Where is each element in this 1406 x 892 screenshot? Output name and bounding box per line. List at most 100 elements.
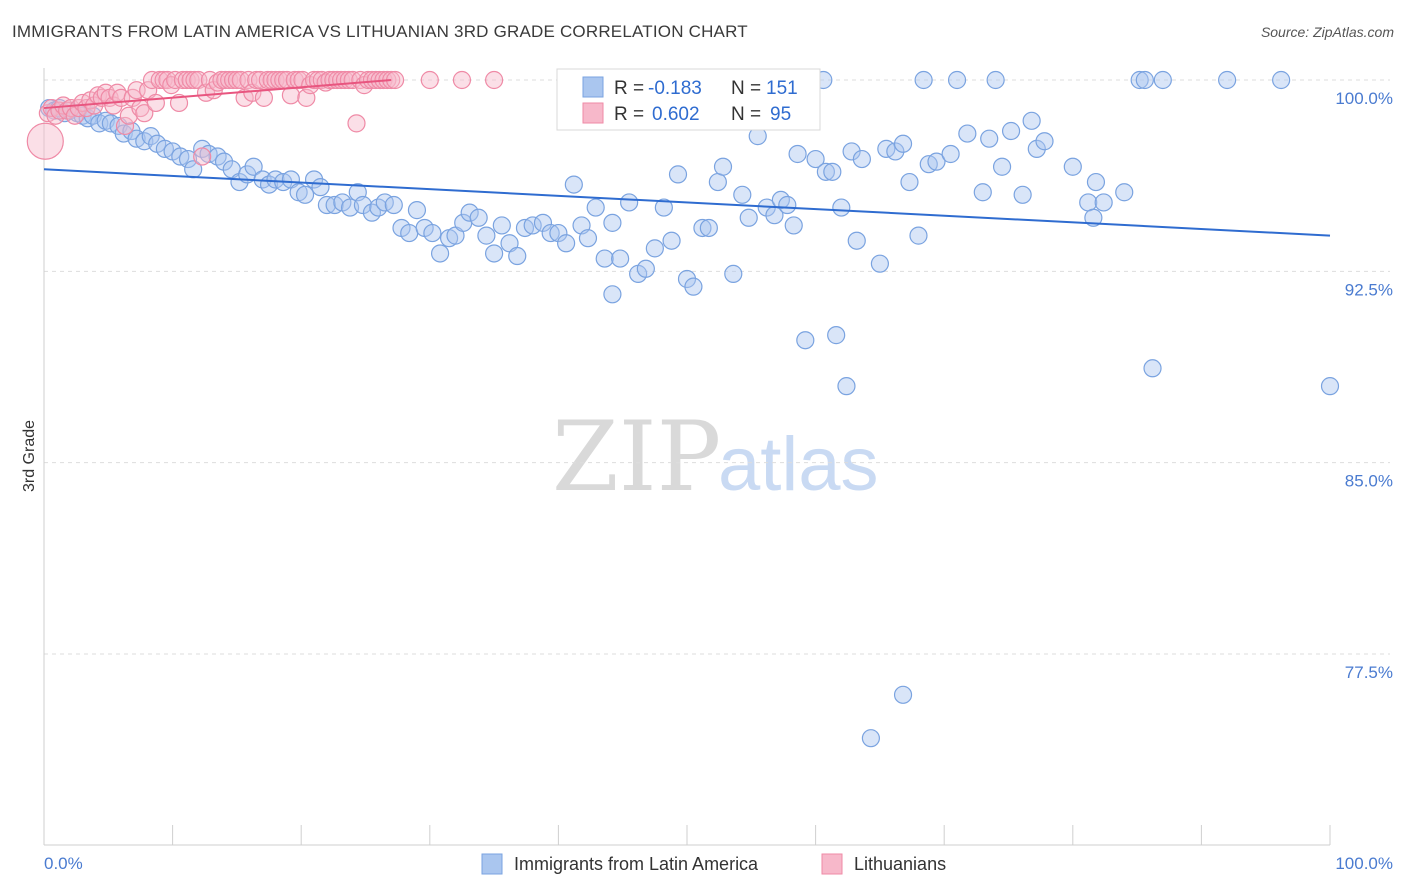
point-latin-america: [311, 178, 330, 197]
point-latin-america: [973, 183, 992, 202]
point-latin-america: [620, 193, 639, 212]
stats-r-value-latin: -0.183: [648, 78, 702, 99]
point-latin-america: [1143, 359, 1162, 378]
point-latin-america: [1135, 70, 1154, 90]
point-latin-america: [861, 729, 880, 748]
point-latin-america: [852, 149, 871, 169]
point-latin-america: [713, 157, 733, 176]
point-lithuanian: [231, 70, 250, 90]
point-latin-america: [806, 149, 825, 169]
point-latin-america: [178, 149, 198, 169]
point-latin-america: [1001, 121, 1021, 141]
y-tick-labels: 100.0% 92.5% 85.0% 77.5%: [1335, 89, 1393, 682]
point-latin-america: [980, 129, 999, 148]
point-latin-america: [708, 172, 727, 192]
point-latin-america: [870, 254, 890, 273]
point-latin-america: [827, 326, 846, 345]
point-latin-america: [739, 208, 758, 227]
bottom-legend: Immigrants from Latin America Lithuanian…: [481, 853, 946, 875]
point-latin-america: [603, 213, 622, 232]
legend-swatch-lithuanian: [821, 853, 843, 875]
stats-swatch-latin: [582, 76, 604, 98]
watermark-zip: ZIP: [552, 401, 721, 513]
stats-swatch-lithuanian: [582, 102, 604, 124]
point-latin-america: [816, 162, 835, 181]
point-lithuanian: [452, 70, 472, 90]
trend-line-lithuanian: [43, 79, 392, 110]
point-lithuanian: [135, 104, 154, 123]
point-latin-america: [788, 144, 807, 164]
point-latin-america: [1027, 139, 1046, 158]
point-latin-america: [941, 144, 960, 164]
y-tick-label: 77.5%: [1345, 663, 1393, 682]
point-lithuanian: [193, 147, 212, 166]
stats-r-value-lithuanian: 0.602: [652, 104, 700, 125]
point-latin-america: [533, 213, 553, 232]
point-latin-america: [668, 165, 688, 184]
point-lithuanian: [169, 93, 189, 113]
trend-lines: [43, 79, 1331, 237]
point-lithuanian: [115, 116, 135, 136]
point-latin-america: [295, 185, 315, 204]
point-latin-america: [603, 285, 622, 304]
point-lithuanian: [223, 70, 243, 90]
point-latin-america: [423, 223, 442, 243]
point-latin-america: [1094, 193, 1113, 212]
point-latin-america: [636, 259, 655, 278]
point-latin-america: [1218, 70, 1237, 90]
point-latin-america: [1084, 208, 1103, 227]
point-lithuanian: [26, 122, 64, 160]
point-latin-america: [842, 142, 861, 161]
point-latin-america: [724, 264, 743, 283]
point-latin-america: [384, 195, 403, 215]
point-latin-america: [1013, 185, 1032, 204]
point-latin-america: [699, 218, 718, 238]
point-latin-america: [477, 226, 496, 245]
point-lithuanian: [150, 70, 169, 90]
point-latin-america: [469, 208, 488, 227]
point-latin-america: [1035, 132, 1054, 151]
stats-n-value-latin: 151: [766, 78, 798, 99]
point-lithuanian: [146, 93, 165, 113]
point-latin-america: [784, 216, 803, 235]
stats-r-label-lithuanian: R =: [614, 104, 644, 125]
point-latin-america: [549, 223, 568, 243]
point-latin-america: [927, 152, 946, 171]
point-latin-america: [400, 223, 419, 243]
y-tick-label: 85.0%: [1345, 472, 1393, 491]
point-latin-america: [778, 195, 797, 215]
point-latin-america: [578, 229, 598, 248]
point-latin-america: [557, 234, 576, 253]
point-latin-america: [230, 172, 249, 192]
point-latin-america: [1063, 157, 1082, 176]
point-latin-america: [796, 331, 815, 350]
stats-r-label-latin: R =: [614, 78, 644, 99]
point-latin-america: [492, 216, 511, 235]
point-latin-america: [586, 198, 605, 217]
y-tick-label: 92.5%: [1345, 280, 1393, 299]
x-tick-labels: 0.0% 100.0%: [44, 854, 1393, 873]
x-tick-label: 0.0%: [44, 854, 83, 873]
stats-n-label-lithuanian: N =: [731, 104, 761, 125]
point-latin-america: [847, 231, 866, 250]
point-latin-america: [244, 157, 263, 176]
point-latin-america: [1115, 183, 1134, 202]
point-latin-america: [645, 239, 664, 258]
point-latin-america: [1320, 377, 1340, 396]
point-latin-america: [900, 172, 919, 192]
point-latin-america: [595, 249, 614, 268]
legend-swatch-latin: [481, 853, 503, 875]
point-latin-america: [893, 685, 913, 704]
legend-label-lithuanian: Lithuanians: [854, 854, 946, 874]
point-lithuanian: [420, 70, 439, 90]
point-latin-america: [947, 70, 967, 90]
trend-line-latin-america: [43, 168, 1331, 237]
point-lithuanian: [254, 88, 274, 107]
point-latin-america: [1130, 70, 1149, 90]
point-latin-america: [1272, 70, 1291, 90]
source-credit: Source: ZipAtlas.com: [1260, 24, 1394, 40]
point-latin-america: [837, 377, 856, 396]
point-lithuanian: [485, 70, 504, 90]
point-lithuanian: [347, 114, 366, 133]
